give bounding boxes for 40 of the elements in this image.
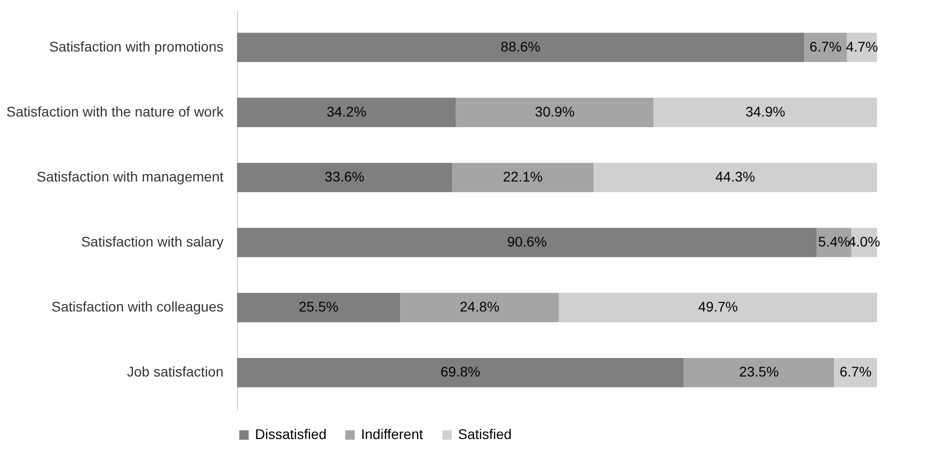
y-tick-label: Satisfaction with management: [36, 168, 224, 184]
data-label: 6.7%: [840, 364, 872, 380]
data-label: 34.2%: [326, 103, 366, 120]
data-label: 34.9%: [745, 103, 786, 120]
data-label: 5.4%: [818, 234, 850, 250]
legend-label: Dissatisfied: [255, 426, 327, 442]
bar: [400, 292, 559, 322]
legend-label: Satisfied: [458, 426, 512, 442]
bar: [654, 98, 877, 128]
y-tick-label: Satisfaction with colleagues: [52, 298, 224, 315]
data-label: 30.9%: [534, 103, 575, 120]
data-label: 23.5%: [739, 364, 779, 380]
bar: [558, 292, 877, 322]
data-label: 6.7%: [810, 38, 842, 54]
bar: [237, 32, 804, 62]
data-label: 25.5%: [298, 298, 338, 315]
y-tick-label: Satisfaction with the nature of work: [6, 103, 224, 120]
bar: [456, 98, 654, 128]
bar: [684, 358, 834, 388]
bar: [593, 162, 877, 192]
legend-label: Indifferent: [361, 426, 424, 442]
y-tick-label: Satisfaction with promotions: [49, 38, 224, 54]
data-label: 88.6%: [500, 38, 540, 54]
bar: [237, 292, 400, 322]
data-label: 33.6%: [324, 168, 364, 184]
data-label: 4.0%: [848, 234, 880, 250]
bar: [237, 358, 684, 388]
y-tick-label: Job satisfaction: [127, 364, 224, 380]
data-label: 22.1%: [502, 168, 543, 184]
data-label: 49.7%: [698, 298, 738, 315]
data-label: 90.6%: [507, 234, 547, 250]
bar: [452, 162, 594, 192]
data-label: 44.3%: [715, 168, 756, 184]
data-label: 4.7%: [846, 38, 878, 54]
bar: [237, 162, 452, 192]
y-tick-label: Satisfaction with salary: [81, 234, 224, 250]
bar: [237, 98, 456, 128]
data-label: 24.8%: [460, 298, 500, 315]
bar: [237, 228, 817, 258]
data-label: 69.8%: [440, 364, 480, 380]
